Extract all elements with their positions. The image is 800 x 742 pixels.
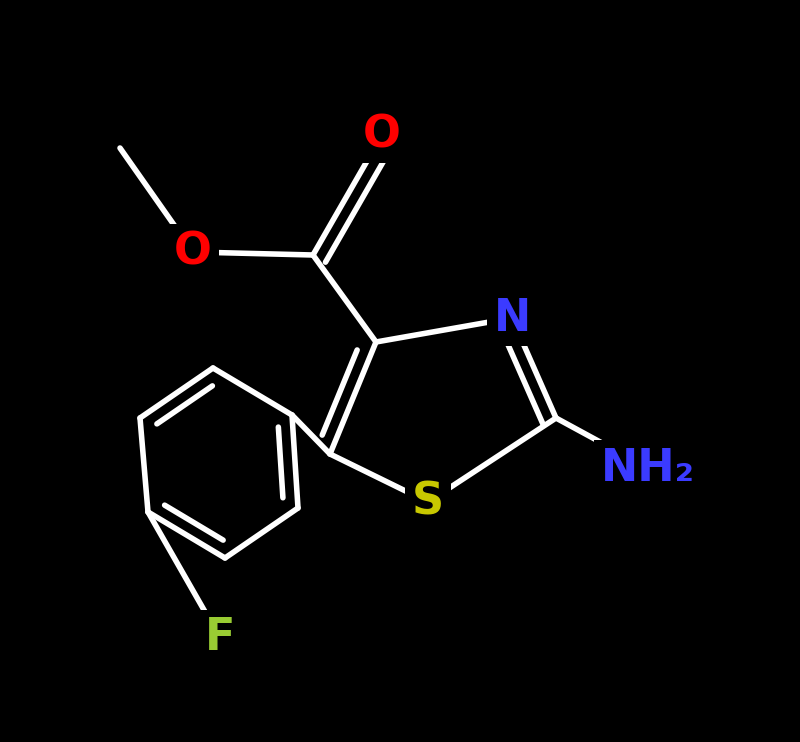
Text: NH₂: NH₂ bbox=[601, 447, 695, 490]
Text: O: O bbox=[174, 231, 212, 274]
Text: S: S bbox=[412, 481, 444, 524]
Text: F: F bbox=[205, 617, 235, 660]
Text: N: N bbox=[494, 297, 530, 340]
Text: O: O bbox=[363, 114, 401, 157]
